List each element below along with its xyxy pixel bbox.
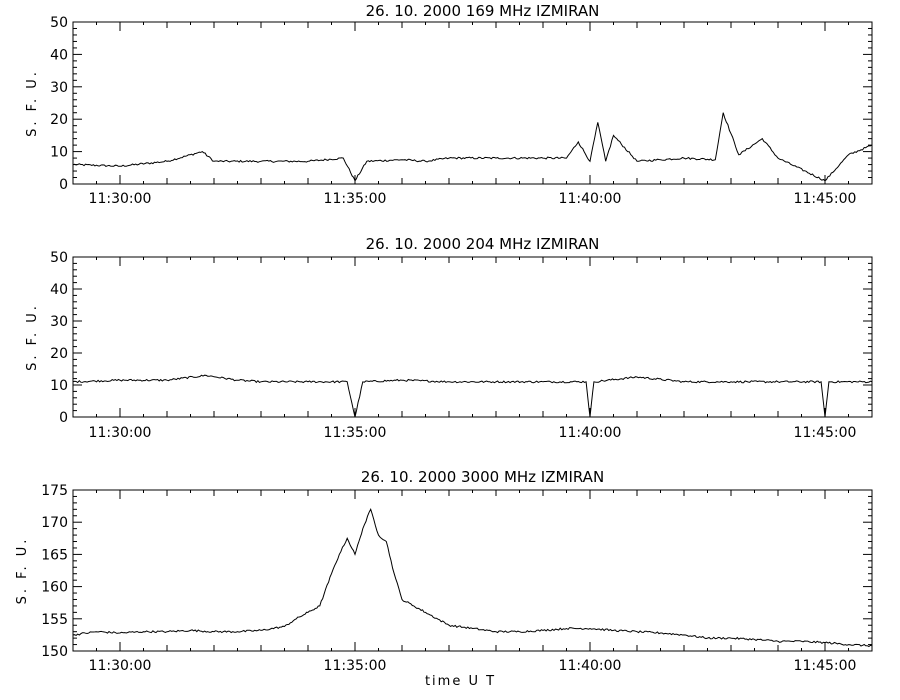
y-tick-label: 10 (50, 378, 68, 394)
chart-title: 26. 10. 2000 204 MHz IZMIRAN (366, 235, 600, 253)
x-tick-label: 11:45:00 (794, 658, 857, 674)
y-axis-label: S. F. U. (25, 69, 40, 137)
x-tick-label: 11:40:00 (559, 191, 622, 207)
y-tick-label: 165 (41, 547, 68, 563)
plot-frame (72, 256, 873, 418)
x-tick-label: 11:30:00 (89, 425, 152, 441)
chart-title: 26. 10. 2000 3000 MHz IZMIRAN (361, 468, 604, 486)
y-tick-label: 0 (59, 177, 68, 193)
y-tick-label: 20 (50, 112, 68, 128)
y-tick-label: 50 (50, 15, 68, 31)
panel-3000mhz: 26. 10. 2000 3000 MHz IZMIRAN S. F. U. 150… (15, 468, 873, 689)
x-tick-label: 11:35:00 (324, 658, 387, 674)
y-tick-label: 20 (50, 346, 68, 362)
y-tick-label: 150 (41, 644, 68, 660)
plot-frame (72, 21, 873, 185)
y-tick-label: 0 (59, 410, 68, 426)
y-tick-label: 30 (50, 80, 68, 96)
y-tick-label: 10 (50, 145, 68, 161)
y-tick-label: 40 (50, 282, 68, 298)
y-tick-label: 40 (50, 47, 68, 63)
x-tick-label: 11:35:00 (324, 425, 387, 441)
x-tick-label: 11:30:00 (89, 191, 152, 207)
x-tick-label: 11:45:00 (794, 425, 857, 441)
x-tick-label: 11:35:00 (324, 191, 387, 207)
plot-frame (72, 489, 873, 652)
chart-title: 26. 10. 2000 169 MHz IZMIRAN (366, 2, 600, 20)
y-tick-label: 175 (41, 483, 68, 499)
y-tick-label: 155 (41, 612, 68, 628)
series-line (72, 374, 873, 418)
x-tick-label: 11:40:00 (559, 658, 622, 674)
y-tick-label: 50 (50, 250, 68, 266)
series-line (72, 112, 873, 182)
x-tick-label: 11:40:00 (559, 425, 622, 441)
x-axis-label: time U T (425, 674, 496, 689)
y-axis-label: S. F. U. (15, 537, 30, 605)
series-line (72, 508, 873, 648)
panel-204mhz: 26. 10. 2000 204 MHz IZMIRAN S. F. U. 0 10 2… (25, 235, 873, 441)
y-tick-label: 170 (41, 515, 68, 531)
y-tick-label: 30 (50, 314, 68, 330)
x-tick-label: 11:30:00 (89, 658, 152, 674)
panel-169mhz: 26. 10. 2000 169 MHz IZMIRAN S. F. U. 0 10 2… (25, 2, 873, 207)
y-axis-label: S. F. U. (25, 303, 40, 371)
x-tick-label: 11:45:00 (794, 191, 857, 207)
y-tick-label: 160 (41, 580, 68, 596)
